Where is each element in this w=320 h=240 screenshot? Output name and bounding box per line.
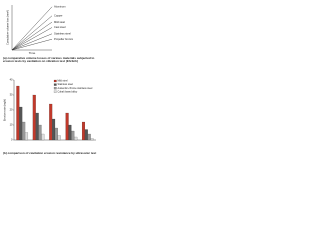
series-label: Cast steel — [54, 25, 66, 29]
bar — [19, 106, 23, 141]
bar — [57, 135, 61, 141]
legend-swatch — [53, 90, 57, 93]
bar — [41, 133, 45, 141]
y-axis-label: Erosion rate (mg/h) — [3, 99, 7, 121]
bar — [54, 127, 58, 141]
bar — [32, 94, 36, 141]
line — [11, 33, 53, 51]
y-tick-label: 30 — [10, 93, 13, 97]
bar — [38, 124, 42, 141]
charts: Cumulative volume loss (mm³) Time Aluminum… — [3, 4, 96, 142]
caption: (b) comparison of cavitation erosion res… — [3, 151, 97, 155]
legend-label: Stainless steel — [58, 83, 74, 86]
y-tick-label: 40 — [10, 78, 13, 82]
legend-label: Mild steel — [58, 80, 69, 83]
legend-swatch — [53, 87, 57, 90]
y-axis-label: Cumulative volume loss (mm³) — [6, 10, 10, 45]
bar — [22, 121, 26, 141]
x-axis-label: Time — [29, 51, 36, 55]
legend-label: Cobalt based alloy — [58, 90, 78, 93]
bar — [68, 124, 72, 141]
bar — [35, 112, 39, 141]
series-label: Aluminum — [54, 4, 66, 8]
bar — [74, 136, 78, 141]
legend-swatch — [53, 79, 57, 83]
line — [11, 6, 53, 51]
y-tick-label: 10 — [10, 123, 13, 127]
line — [11, 15, 53, 51]
bar — [49, 103, 53, 141]
page: Cumulative volume loss (mm³) Time Aluminum… — [0, 0, 100, 167]
series-label: Copper — [54, 13, 63, 17]
legend-label: Austenitic-chrome stainless steel — [58, 87, 93, 90]
line — [11, 27, 53, 51]
y-tick-label: 0 — [11, 138, 13, 142]
bar — [81, 121, 86, 141]
bar — [65, 112, 69, 141]
line — [11, 39, 53, 51]
bar — [90, 138, 94, 141]
series-label: Propeller bronze — [54, 37, 74, 41]
series-label: Mild steel — [54, 20, 65, 24]
y-tick-label: 20 — [10, 108, 13, 112]
bar — [71, 130, 75, 141]
legend-swatch — [53, 83, 57, 86]
bar — [24, 132, 29, 141]
caption: (a) comparative volume losses of various… — [3, 56, 95, 64]
series-label: Stainless steel — [54, 31, 71, 35]
line — [11, 21, 53, 51]
bar — [84, 129, 88, 141]
bar — [52, 118, 56, 141]
bar — [87, 133, 91, 141]
bar — [16, 85, 20, 141]
